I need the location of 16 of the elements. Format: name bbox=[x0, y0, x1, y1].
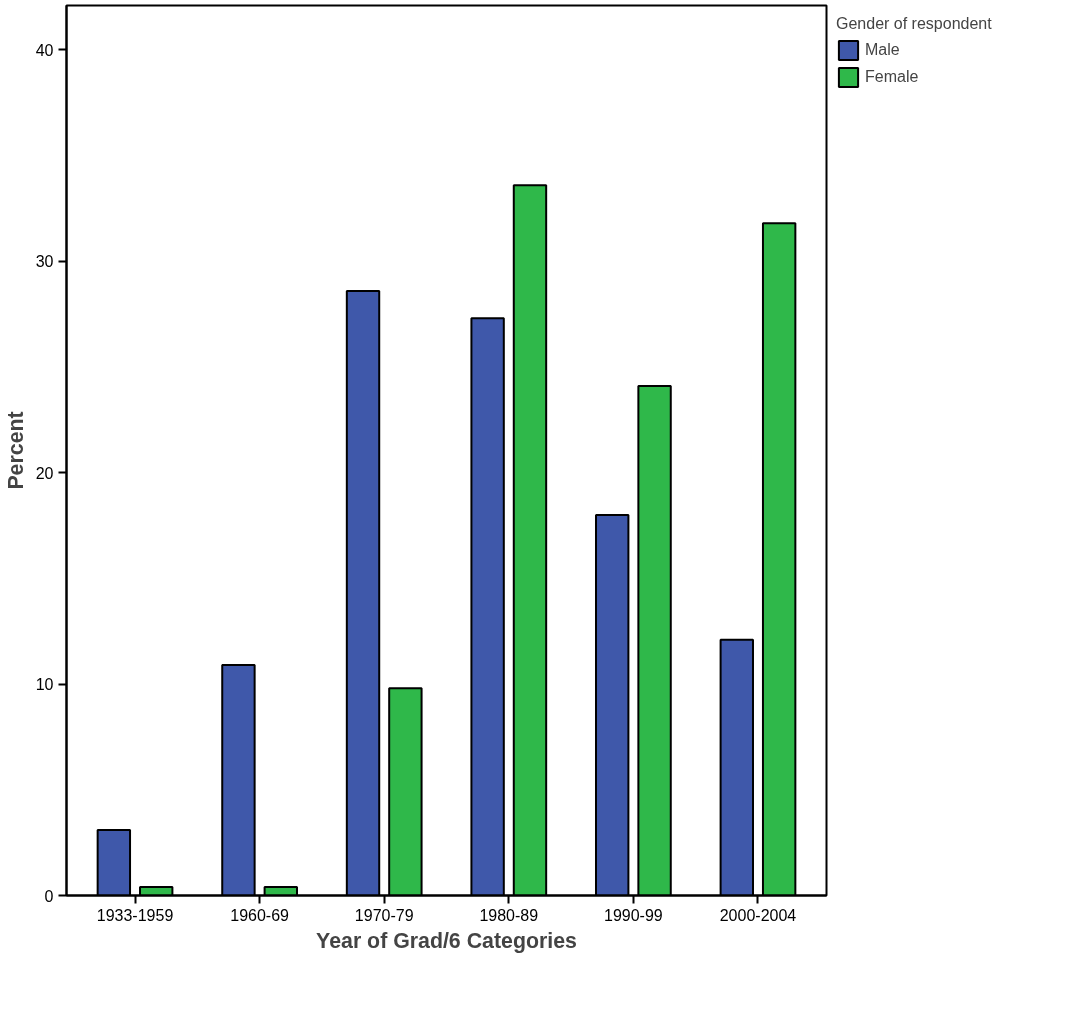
x-tick-label: 1990-99 bbox=[604, 906, 663, 924]
legend-label: Female bbox=[865, 68, 919, 86]
x-tick-label: 1933-1959 bbox=[96, 906, 174, 924]
y-tick-label: 20 bbox=[35, 464, 54, 482]
legend-title: Gender of respondent bbox=[836, 15, 992, 33]
x-tick-label: 1970-79 bbox=[354, 906, 414, 924]
y-tick-label: 40 bbox=[35, 41, 54, 59]
y-tick-label: 10 bbox=[35, 676, 54, 694]
x-axis-title: Year of Grad/6 Categories bbox=[316, 928, 577, 953]
legend-label: Male bbox=[865, 41, 900, 59]
y-tick-label: 0 bbox=[44, 887, 54, 905]
x-tick-label: 2000-2004 bbox=[719, 906, 797, 924]
x-tick-label: 1980-89 bbox=[479, 906, 539, 924]
y-tick-label: 30 bbox=[35, 253, 54, 271]
y-axis-title: Percent bbox=[3, 411, 28, 490]
x-tick-label: 1960-69 bbox=[230, 906, 290, 924]
